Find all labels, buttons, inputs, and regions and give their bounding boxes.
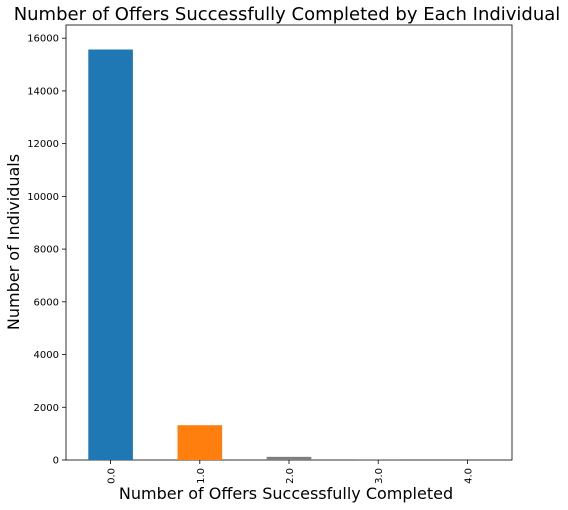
x-tick-label: 2.0 (285, 468, 296, 484)
y-tick-label: 2000 (34, 403, 59, 414)
x-axis-ticks: 0.0 1.0 2.0 3.0 4.0 (107, 460, 474, 484)
x-tick-label: 1.0 (196, 468, 207, 484)
y-tick-label: 4000 (34, 350, 59, 361)
y-axis-label: Number of Individuals (4, 154, 23, 330)
bar-2-0 (266, 456, 312, 460)
y-tick-label: 8000 (34, 245, 59, 256)
y-tick-label: 0 (53, 456, 59, 467)
y-tick-label: 16000 (27, 34, 59, 45)
plot-area (65, 24, 513, 461)
x-tick-label: 4.0 (463, 468, 474, 484)
y-tick-label: 6000 (34, 297, 59, 308)
bar-1-0 (177, 425, 223, 460)
x-axis-label: Number of Offers Successfully Completed (119, 484, 453, 503)
x-tick-label: 3.0 (374, 468, 385, 484)
y-tick-label: 10000 (27, 192, 59, 203)
chart-title: Number of Offers Successfully Completed … (14, 4, 561, 25)
y-tick-label: 14000 (27, 86, 59, 97)
bars-group (88, 49, 490, 460)
bar-0-0 (88, 49, 133, 460)
y-axis-ticks: 0 2000 4000 6000 8000 10000 12000 14000 16000 (27, 34, 66, 467)
y-tick-label: 12000 (27, 139, 59, 150)
x-tick-label: 0.0 (107, 468, 118, 484)
